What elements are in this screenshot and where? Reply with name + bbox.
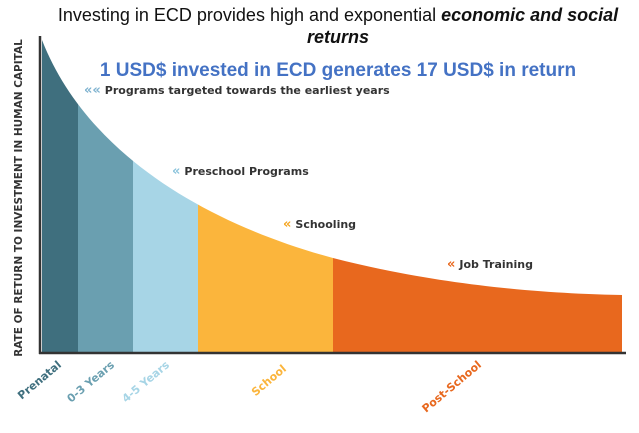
stage-label: 4-5 Years: [120, 358, 173, 405]
annotation-text: Job Training: [458, 258, 533, 271]
annotation: «Job Training: [447, 257, 533, 272]
stage-label: 0-3 Years: [65, 358, 118, 405]
annotation: «« Programs targeted towards the earliest…: [84, 83, 390, 98]
stage-label: Post-School: [420, 358, 484, 415]
annotation-marker: ««: [84, 83, 101, 98]
annotation-text: Programs targeted towards the earliest y…: [105, 84, 390, 97]
annotation-text: Preschool Programs: [184, 165, 309, 178]
annotation-marker: «: [283, 217, 291, 232]
annotation-marker: «: [172, 164, 180, 179]
stage-label: Prenatal: [15, 358, 64, 402]
annotation: « Preschool Programs: [172, 164, 309, 179]
title: Investing in ECD provides high and expon…: [38, 4, 638, 48]
title-text: Investing in ECD provides high and expon…: [57, 5, 442, 25]
title-emphasis: economic and social returns: [306, 5, 619, 47]
annotation: « Schooling: [283, 217, 356, 232]
subtitle: 1 USD$ invested in ECD generates 17 USD$…: [99, 60, 577, 81]
stage-label: School: [249, 362, 289, 398]
annotation-marker: «: [447, 257, 455, 272]
annotation-text: Schooling: [295, 218, 356, 231]
y-axis-label: RATE OF RETURN TO INVESTMENT IN HUMAN CA…: [13, 39, 25, 357]
